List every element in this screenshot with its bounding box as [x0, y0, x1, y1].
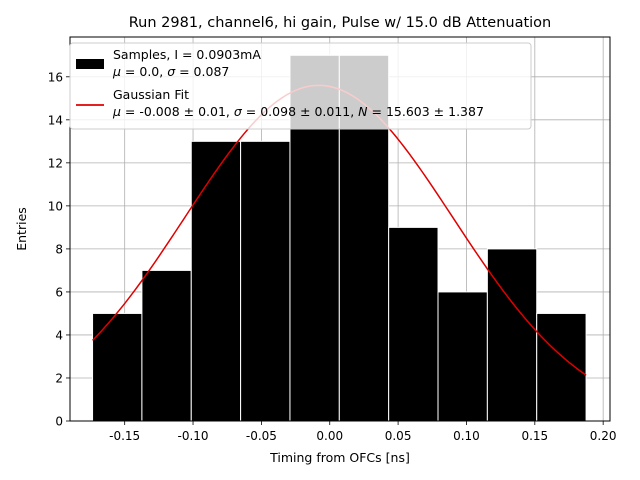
x-tick-label: 0.20 — [590, 429, 617, 443]
histogram-bar — [437, 291, 488, 422]
y-tick-label: 2 — [55, 371, 63, 385]
y-axis-label: Entries — [14, 207, 29, 251]
histogram-bar — [536, 312, 587, 422]
y-tick-label: 4 — [55, 328, 63, 342]
plot-frame — [69, 36, 611, 422]
legend: Samples, I = 0.0903mA μ = 0.0, σ = 0.087… — [69, 42, 532, 130]
legend-fit-label: Gaussian Fit — [113, 87, 189, 102]
x-tick-label: 0.05 — [385, 429, 412, 443]
x-tick-label: 0.15 — [521, 429, 548, 443]
y-tick-label: 10 — [48, 199, 63, 213]
y-tick-label: 8 — [55, 242, 63, 256]
x-tick-label: 0.00 — [316, 429, 343, 443]
y-tick-label: 6 — [55, 285, 63, 299]
y-tick-label: 16 — [48, 70, 63, 84]
legend-box — [69, 42, 532, 130]
x-axis-label: Timing from OFCs [ns] — [269, 450, 410, 465]
x-tick-label: -0.10 — [178, 429, 209, 443]
y-tick-label: 12 — [48, 156, 63, 170]
y-tick-label: 14 — [48, 113, 63, 127]
histogram-bar — [388, 226, 439, 422]
x-tick-label: -0.05 — [246, 429, 277, 443]
y-tick-label: 0 — [55, 415, 63, 429]
histogram-bar — [141, 269, 192, 422]
x-tick-label: 0.10 — [453, 429, 480, 443]
legend-fit-stats: μ = -0.008 ± 0.01, σ = 0.098 ± 0.011, N … — [112, 104, 484, 119]
chart-title: Run 2981, channel6, hi gain, Pulse w/ 15… — [129, 15, 552, 31]
histogram-bar — [486, 248, 538, 422]
histogram-bar — [92, 312, 143, 422]
axes — [69, 36, 611, 422]
histogram-bar — [240, 140, 291, 422]
legend-histogram-swatch — [76, 59, 104, 69]
x-tick-label: -0.15 — [109, 429, 140, 443]
histogram-bar — [190, 140, 242, 422]
x-axis-ticks: -0.15 -0.10 -0.05 0.00 0.05 0.10 0.15 0.20 — [109, 421, 617, 443]
legend-histogram-stats: μ = 0.0, σ = 0.087 — [112, 64, 229, 79]
legend-histogram-label: Samples, I = 0.0903mA — [113, 47, 261, 62]
y-axis-ticks: 0 2 4 6 8 10 12 14 16 — [48, 70, 70, 429]
